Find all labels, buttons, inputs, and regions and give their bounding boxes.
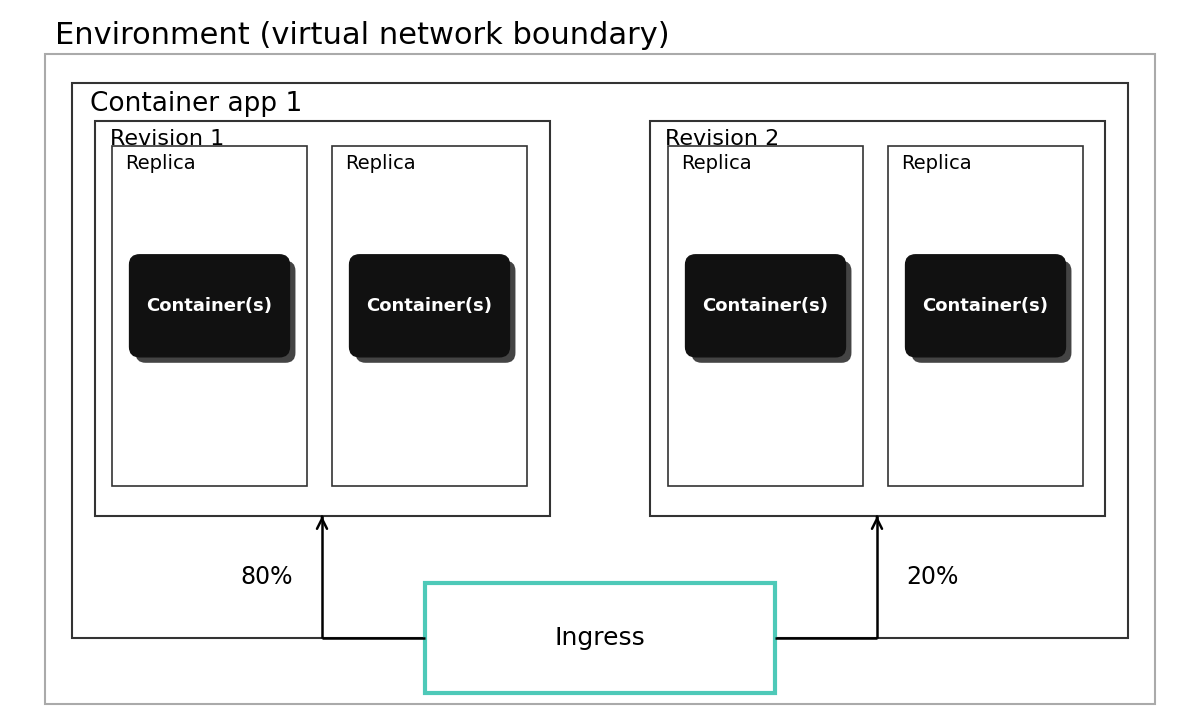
- FancyBboxPatch shape: [912, 261, 1072, 363]
- FancyBboxPatch shape: [906, 255, 1066, 356]
- Text: Revision 1: Revision 1: [110, 129, 224, 149]
- Bar: [332, 146, 527, 486]
- Bar: [72, 83, 1128, 638]
- FancyBboxPatch shape: [685, 255, 846, 356]
- Text: Environment (virtual network boundary): Environment (virtual network boundary): [55, 21, 670, 50]
- Bar: [95, 121, 550, 516]
- Text: Replica: Replica: [125, 154, 196, 173]
- Text: Replica: Replica: [901, 154, 972, 173]
- Text: Container(s): Container(s): [702, 297, 828, 315]
- Bar: [650, 121, 1105, 516]
- FancyBboxPatch shape: [136, 261, 295, 363]
- FancyBboxPatch shape: [130, 255, 289, 356]
- Text: 80%: 80%: [241, 565, 293, 589]
- Bar: [888, 146, 1084, 486]
- Text: Revision 2: Revision 2: [665, 129, 779, 149]
- Text: Ingress: Ingress: [554, 626, 646, 650]
- Bar: [46, 54, 1154, 704]
- Bar: [668, 146, 863, 486]
- Text: Replica: Replica: [346, 154, 415, 173]
- Text: Container app 1: Container app 1: [90, 91, 302, 117]
- Text: Container(s): Container(s): [146, 297, 272, 315]
- FancyBboxPatch shape: [349, 255, 510, 356]
- Text: Container(s): Container(s): [366, 297, 492, 315]
- Text: Container(s): Container(s): [923, 297, 1049, 315]
- FancyBboxPatch shape: [355, 261, 516, 363]
- Bar: [425, 583, 775, 693]
- Bar: [112, 146, 307, 486]
- Text: 20%: 20%: [906, 565, 958, 589]
- FancyBboxPatch shape: [691, 261, 852, 363]
- Text: Replica: Replica: [682, 154, 751, 173]
